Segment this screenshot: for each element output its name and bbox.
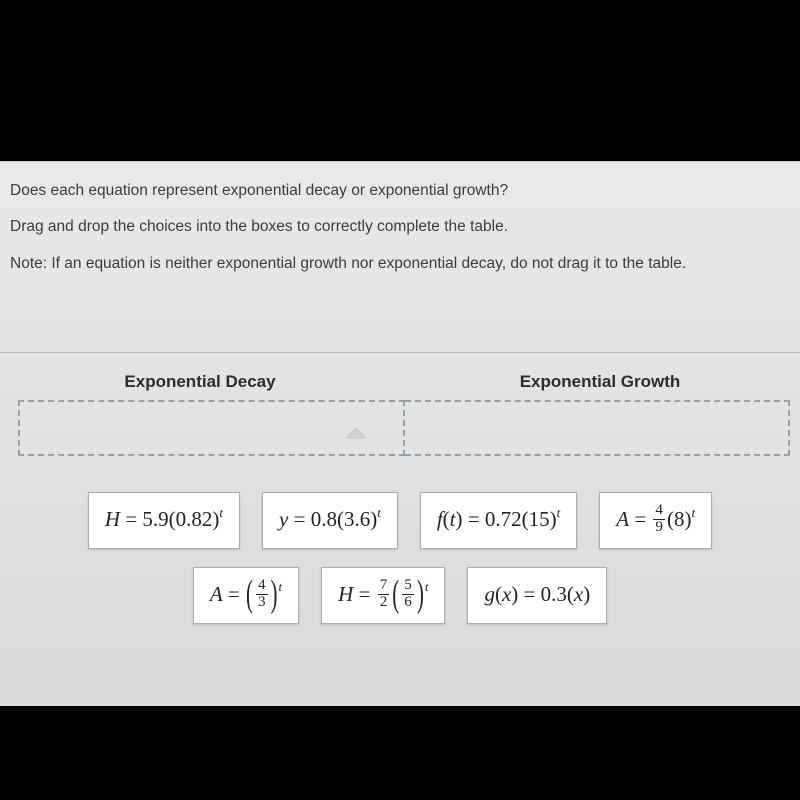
arg-var: x xyxy=(574,584,583,605)
drop-table: Exponential Decay Exponential Growth xyxy=(0,372,800,456)
exponent: t xyxy=(279,580,283,593)
chip-equation-5[interactable]: A = ( 4 3 ) t xyxy=(193,567,299,624)
base: 8 xyxy=(674,509,685,530)
column-header-growth: Exponential Growth xyxy=(400,372,800,400)
fraction-coef: 7 2 xyxy=(378,578,390,611)
frac-numer: 5 xyxy=(402,578,414,595)
instruction-line-2: Drag and drop the choices into the boxes… xyxy=(10,216,790,238)
instructions-block: Does each equation represent exponential… xyxy=(0,162,800,275)
exponent: t xyxy=(691,506,695,519)
equals-sign: = xyxy=(353,584,375,605)
var-lhs: H xyxy=(105,509,120,530)
frac-denom: 3 xyxy=(256,595,268,611)
exponent: t xyxy=(219,506,223,519)
equals-sign: = xyxy=(463,509,485,530)
equals-sign: = xyxy=(288,509,310,530)
chip-equation-3[interactable]: f ( t ) = 0.72 ( 15 ) t xyxy=(420,492,577,549)
section-divider xyxy=(0,352,800,353)
equals-sign: = xyxy=(518,584,540,605)
paren-open: ( xyxy=(337,509,344,530)
choice-bank: H = 5.9 ( 0.82 ) t y = 0.8 ( 3.6 ) t f ( xyxy=(0,492,800,642)
coef: 0.8 xyxy=(311,509,337,530)
chip-equation-2[interactable]: y = 0.8 ( 3.6 ) t xyxy=(262,492,398,549)
paren-open: ( xyxy=(392,575,399,613)
frac-denom: 2 xyxy=(378,595,390,611)
fn-name: g xyxy=(484,584,495,605)
caret-icon xyxy=(346,429,366,439)
paren-close: ) xyxy=(511,584,518,605)
chip-equation-1[interactable]: H = 5.9 ( 0.82 ) t xyxy=(88,492,240,549)
paren-open: ( xyxy=(169,509,176,530)
frac-denom: 9 xyxy=(653,520,665,536)
paren-close: ) xyxy=(684,509,691,530)
paren-close: ) xyxy=(417,575,424,613)
equals-sign: = xyxy=(223,584,245,605)
equals-sign: = xyxy=(629,509,651,530)
frac-numer: 4 xyxy=(653,503,665,520)
dropzones-row xyxy=(0,400,800,456)
paren-open: ( xyxy=(567,584,574,605)
paren-open: ( xyxy=(522,509,529,530)
instruction-line-1: Does each equation represent exponential… xyxy=(10,180,790,202)
exponent: t xyxy=(425,580,429,593)
frac-numer: 7 xyxy=(378,578,390,595)
choice-row-1: H = 5.9 ( 0.82 ) t y = 0.8 ( 3.6 ) t f ( xyxy=(20,492,780,549)
fn-arg: x xyxy=(502,584,511,605)
dropzone-growth[interactable] xyxy=(405,400,790,456)
var-lhs: A xyxy=(210,584,223,605)
exercise-panel: Does each equation represent exponential… xyxy=(0,161,800,706)
base: 0.82 xyxy=(176,509,213,530)
paren-open: ( xyxy=(246,575,253,613)
paren-close: ) xyxy=(370,509,377,530)
chip-equation-4[interactable]: A = 4 9 ( 8 ) t xyxy=(599,492,712,549)
fraction-coef: 4 9 xyxy=(653,503,665,536)
paren-close: ) xyxy=(583,584,590,605)
paren-open: ( xyxy=(667,509,674,530)
paren-close: ) xyxy=(456,509,463,530)
coef: 5.9 xyxy=(142,509,168,530)
frac-denom: 6 xyxy=(402,595,414,611)
chip-equation-7[interactable]: g ( x ) = 0.3 ( x ) xyxy=(467,567,607,624)
fraction-base: 4 3 xyxy=(256,578,268,611)
var-lhs: y xyxy=(279,509,288,530)
coef: 0.72 xyxy=(485,509,522,530)
dropzone-decay[interactable] xyxy=(18,400,405,456)
drop-table-headers: Exponential Decay Exponential Growth xyxy=(0,372,800,400)
paren-close: ) xyxy=(271,575,278,613)
paren-open: ( xyxy=(495,584,502,605)
exponent: t xyxy=(557,506,561,519)
choice-row-2: A = ( 4 3 ) t H = 7 2 ( 5 xyxy=(20,567,780,624)
exponent: t xyxy=(377,506,381,519)
base: 3.6 xyxy=(344,509,370,530)
paren-close: ) xyxy=(212,509,219,530)
paren-close: ) xyxy=(550,509,557,530)
var-lhs: H xyxy=(338,584,353,605)
paren-open: ( xyxy=(443,509,450,530)
var-lhs: A xyxy=(616,509,629,530)
equals-sign: = xyxy=(120,509,142,530)
instruction-line-3: Note: If an equation is neither exponent… xyxy=(10,253,790,275)
coef: 0.3 xyxy=(541,584,567,605)
base: 15 xyxy=(529,509,550,530)
frac-numer: 4 xyxy=(256,578,268,595)
fraction-base: 5 6 xyxy=(402,578,414,611)
column-header-decay: Exponential Decay xyxy=(0,372,400,400)
chip-equation-6[interactable]: H = 7 2 ( 5 6 ) t xyxy=(321,567,445,624)
